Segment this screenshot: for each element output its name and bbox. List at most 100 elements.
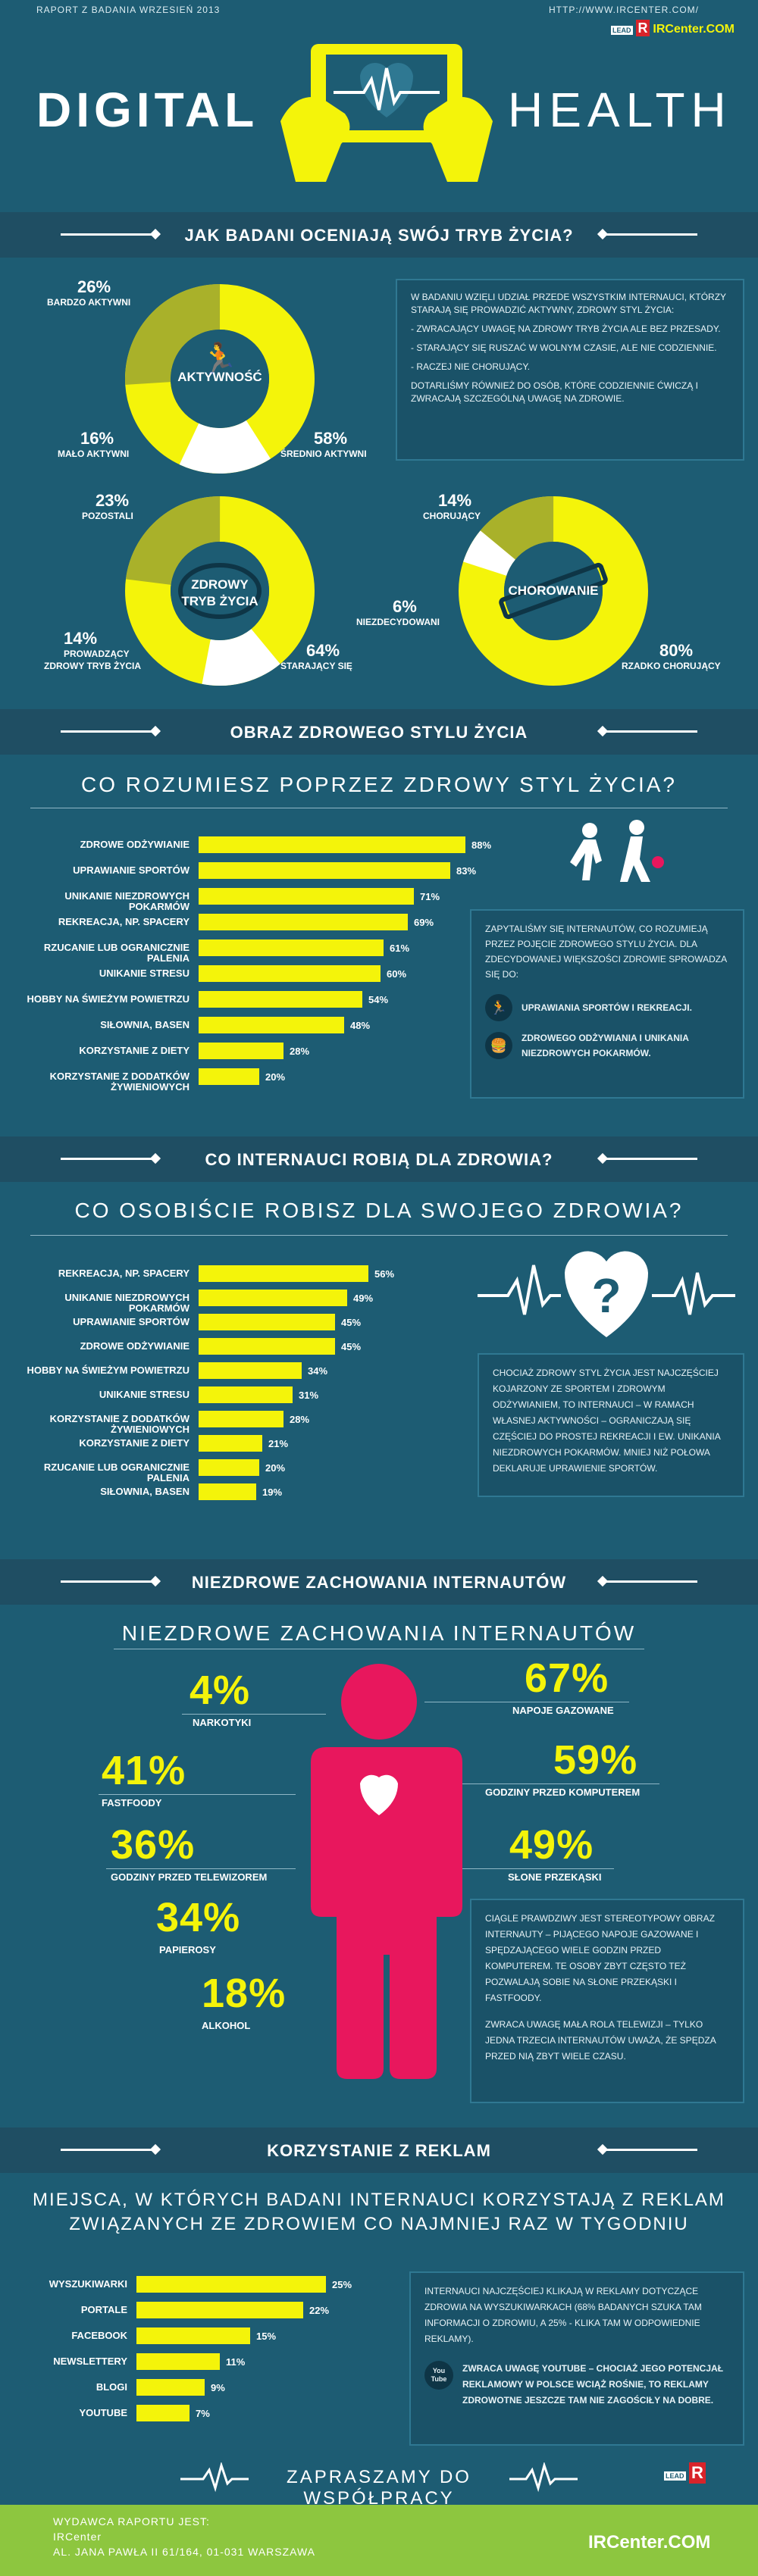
svg-text:?: ? — [591, 1268, 621, 1323]
stat-drugs-pct: 4% — [190, 1668, 251, 1713]
section2-title: OBRAZ ZDROWEGO STYLU ŻYCIA — [230, 723, 528, 742]
stat-computer-label: GODZINY PRZED KOMPUTEREM — [485, 1787, 641, 1798]
bar — [199, 1265, 368, 1282]
bar — [199, 1483, 256, 1500]
footer-address: AL. JANA PAWŁA II 61/164, 01-031 WARSZAW… — [53, 2546, 316, 2558]
bar — [199, 1017, 344, 1033]
bar — [199, 1435, 262, 1452]
bar — [199, 836, 465, 853]
bar — [136, 2302, 303, 2318]
stat-snacks-pct: 49% — [509, 1822, 594, 1868]
footer-publisher-label: WYDAWCA RAPORTU JEST: — [53, 2515, 210, 2528]
sport-people-icon — [570, 820, 664, 882]
chart1-container: ZDROWE ODŻYWIANIE 88% UPRAWIANIE SPORTÓW 83… — [0, 826, 523, 1099]
bar-value-label: 56% — [374, 1268, 395, 1280]
pie1-label-low-active: MAŁO AKTYWNI — [58, 449, 130, 459]
bar-value-label: 88% — [471, 839, 492, 851]
bar — [199, 888, 414, 905]
stat-cigarettes-label: PAPIEROSY — [159, 1944, 216, 1955]
stat-soda-label: NAPOJE GAZOWANE — [512, 1705, 614, 1716]
section4-info-p1: CIĄGLE PRAWDZIWY JEST STEREOTYPOWY OBRAZ… — [485, 1913, 715, 2003]
bar-value-label: 71% — [420, 891, 440, 902]
section2-info-box: ZAPYTALIŚMY SIĘ INTERNAUTÓW, CO ROZUMIEJ… — [470, 909, 744, 1099]
bar-label: HOBBY NA ŚWIEŻYM POWIETRZU — [27, 1365, 190, 1376]
bar — [199, 965, 381, 982]
bar-value-label: 60% — [387, 968, 407, 980]
pie1-label-very-active: BARDZO AKTYWNI — [47, 297, 131, 308]
bar-label: UPRAWIANIE SPORTÓW — [73, 864, 190, 876]
illness-center-label: CHOROWANIE — [508, 583, 599, 598]
section2-info-item2: 🍔 ZDROWEGO ODŻYWIANIA I UNIKANIA NIEZDRO… — [485, 1030, 729, 1061]
bar — [199, 1043, 283, 1059]
bar-label: KORZYSTANIE Z DIETY — [79, 1045, 190, 1056]
section4-title: NIEZDROWE ZACHOWANIA INTERNAUTÓW — [191, 1573, 567, 1592]
bar-label: UNIKANIE STRESU — [99, 968, 190, 979]
person-heart-figure — [311, 1664, 462, 2079]
pie3-pct-undecided: 6% — [393, 597, 417, 616]
section5-subheading-1: MIEJSCA, W KTÓRYCH BADANI INTERNAUCI KOR… — [33, 2190, 725, 2210]
section2-item2-label: ZDROWEGO ODŻYWIANIA I UNIKANIA NIEZDROWY… — [522, 1033, 689, 1058]
footer-brand[interactable]: IRCenter.COM — [588, 2532, 711, 2553]
stat-fastfood-label: FASTFOODY — [102, 1797, 162, 1809]
bar — [136, 2276, 326, 2293]
bar-label: UPRAWIANIE SPORTÓW — [73, 1316, 190, 1327]
pie1-pct-low-active: 16% — [80, 429, 114, 448]
burger-circle-icon: 🍔 — [485, 1032, 512, 1059]
website-link[interactable]: HTTP://WWW.IRCENTER.COM/ — [549, 5, 699, 15]
stat-computer-pct: 59% — [553, 1737, 638, 1783]
youtube-icon: You Tube — [424, 2361, 453, 2390]
bar — [199, 1411, 283, 1427]
stat-alcohol-pct: 18% — [202, 1971, 287, 2016]
bar-label: WYSZUKIWARKI — [49, 2278, 127, 2290]
bar-label: YOUTUBE — [79, 2407, 127, 2418]
bar-label: RZUCANIE LUB OGRANICZNIE PALENIA — [43, 1462, 190, 1483]
section5-banner: KORZYSTANIE Z REKLAM — [0, 2127, 758, 2173]
bar — [199, 914, 408, 930]
section2-item1-label: UPRAWIANIA SPORTÓW I REKREACJI. — [522, 1002, 692, 1013]
bar-label: REKREACJA, NP. SPACERY — [58, 1268, 190, 1279]
bar — [136, 2379, 205, 2396]
bar-value-label: 11% — [226, 2356, 246, 2368]
tablet-heartbeat-icon — [280, 44, 493, 182]
runner-icon: 🏃 — [200, 342, 238, 376]
footer-lead-logo: LEAD R — [664, 2462, 706, 2484]
lead-badge: LEAD — [611, 26, 633, 35]
chart2-container: REKREACJA, NP. SPACERY 56% UNIKANIE NIEZDR… — [0, 1250, 470, 1523]
footer-bar: WYDAWCA RAPORTU JEST: IRCenter AL. JANA … — [0, 2505, 758, 2576]
section3-info-box: CHOCIAŻ ZDROWY STYL ŻYCIA JEST NAJCZĘŚCI… — [478, 1353, 744, 1497]
section4-info-p2: ZWRACA UWAGĘ MAŁA ROLA TELEWIZJI – TYLKO… — [485, 2019, 716, 2062]
pie3-label-rarely-sick: RZADKO CHORUJĄCY — [622, 661, 721, 671]
stat-tv-line — [106, 1868, 296, 1869]
footer-lead-badge: LEAD — [664, 2471, 686, 2481]
bar-value-label: 54% — [368, 994, 389, 1005]
bar — [199, 991, 362, 1008]
section5-info-p2-row: You Tube ZWRACA UWAGĘ YOUTUBE – CHOCIAŻ … — [424, 2361, 729, 2409]
section2-banner: OBRAZ ZDROWEGO STYLU ŻYCIA — [0, 709, 758, 755]
section1-banner: JAK BADANI OCENIAJĄ SWÓJ TRYB ŻYCIA? — [0, 212, 758, 258]
runner-circle-icon: 🏃 — [485, 994, 512, 1021]
bar-value-label: 25% — [332, 2279, 352, 2290]
section3-info-text: CHOCIAŻ ZDROWY STYL ŻYCIA JEST NAJCZĘŚCI… — [493, 1368, 721, 1474]
section1-info-box: W BADANIU WZIĘLI UDZIAŁ PRZEDE WSZYSTKIM… — [396, 279, 744, 461]
bar-label: KORZYSTANIE Z DODATKÓW ŻYWIENIOWYCH — [49, 1071, 190, 1093]
cta-text[interactable]: ZAPRASZAMY DO WSPÓŁPRACY — [287, 2467, 471, 2509]
bar-label: NEWSLETTERY — [53, 2356, 127, 2367]
section2-subheading: CO ROZUMIESZ POPRZEZ ZDROWY STYL ŻYCIA? — [81, 773, 677, 796]
healthy-lifestyle-donut-chart — [125, 496, 315, 686]
bar-label: KORZYSTANIE Z DIETY — [79, 1437, 190, 1449]
stat-fastfood-line — [99, 1794, 296, 1795]
stat-drugs-line — [182, 1714, 326, 1715]
bar-label: PORTALE — [80, 2304, 127, 2315]
pie2-label-healthy-2: ZDROWY TRYB ŻYCIA — [44, 661, 141, 671]
pie2-label-trying: STARAJĄCY SIĘ — [280, 661, 352, 671]
illness-donut-chart — [459, 496, 648, 686]
bar — [199, 1362, 302, 1379]
bar-value-label: 15% — [256, 2331, 277, 2342]
section2-info-item1: 🏃 UPRAWIANIA SPORTÓW I REKREACJI. — [485, 994, 729, 1021]
info-p5: DOTARLIŚMY RÓWNIEŻ DO OSÓB, KTÓRE CODZIE… — [411, 380, 698, 404]
stat-drugs-label: NARKOTYKI — [193, 1717, 252, 1728]
section4-subheading: NIEZDROWE ZACHOWANIA INTERNAUTÓW — [121, 1621, 637, 1645]
section3-subheading-underline — [30, 1235, 728, 1236]
section5-info-p2: ZWRACA UWAGĘ YOUTUBE – CHOCIAŻ JEGO POTE… — [462, 2363, 724, 2406]
section4-banner: NIEZDROWE ZACHOWANIA INTERNAUTÓW — [0, 1559, 758, 1605]
